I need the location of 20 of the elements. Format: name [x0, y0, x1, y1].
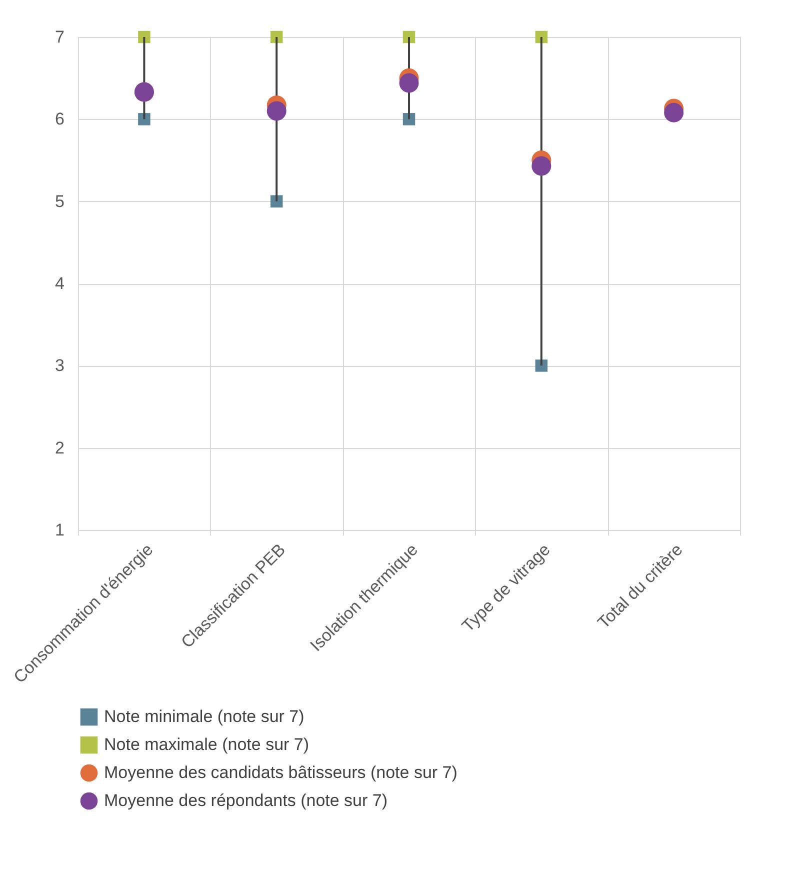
- y-tick-label: 1: [55, 520, 64, 540]
- legend-label: Moyenne des répondants (note sur 7): [104, 791, 388, 810]
- legend-label: Note minimale (note sur 7): [104, 707, 304, 726]
- legend-label: Note maximale (note sur 7): [104, 735, 310, 754]
- point: [399, 73, 419, 93]
- point: [535, 360, 548, 372]
- point: [664, 102, 684, 122]
- point: [138, 113, 150, 126]
- point: [138, 30, 150, 44]
- y-tick-label: 7: [55, 28, 64, 46]
- point: [402, 113, 416, 126]
- point: [270, 195, 283, 208]
- y-tick-label: 5: [55, 192, 64, 211]
- legend-label: Moyenne des candidats bâtisseurs (note sur 7): [104, 763, 458, 782]
- y-tick-label: 2: [55, 438, 64, 458]
- y-tick-label: 4: [55, 274, 64, 293]
- point: [266, 101, 286, 121]
- point: [532, 156, 552, 176]
- y-tick-label: 6: [55, 110, 64, 129]
- y-tick-label: 3: [55, 356, 64, 376]
